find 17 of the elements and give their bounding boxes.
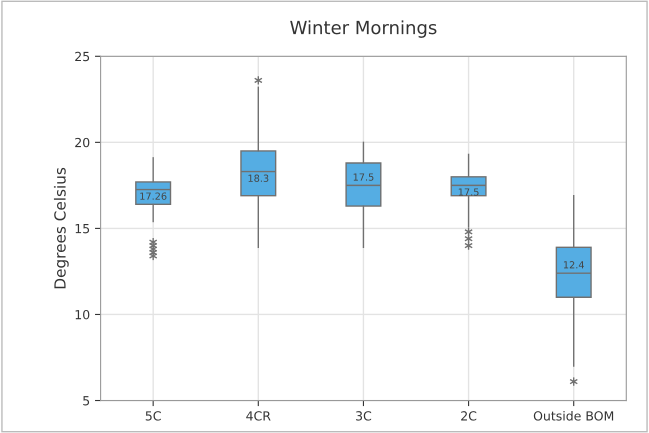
annotation: 17.26	[140, 192, 166, 200]
annotation: 17.5	[458, 188, 479, 196]
x-tick-label: 4CR	[246, 411, 271, 421]
y-tick-label: 5	[83, 396, 90, 406]
x-tick-label: 5C	[146, 411, 161, 421]
y-tick-label: 10	[76, 310, 90, 320]
chart-title: Winter Mornings	[290, 20, 436, 38]
y-axis-title: Degrees Celsius	[54, 168, 69, 288]
y-tick-label: 20	[75, 138, 90, 148]
x-tick-label: 2C	[461, 411, 476, 421]
x-tick-label: Outside BOM	[534, 410, 614, 421]
annotation: 12.4	[564, 261, 584, 268]
annotation: 17.5	[354, 173, 374, 181]
y-tick-label: 25	[75, 52, 90, 62]
x-tick-label: 3C	[356, 411, 372, 421]
y-tick-label: 15	[76, 224, 90, 234]
annotation: 18.3	[248, 174, 268, 182]
